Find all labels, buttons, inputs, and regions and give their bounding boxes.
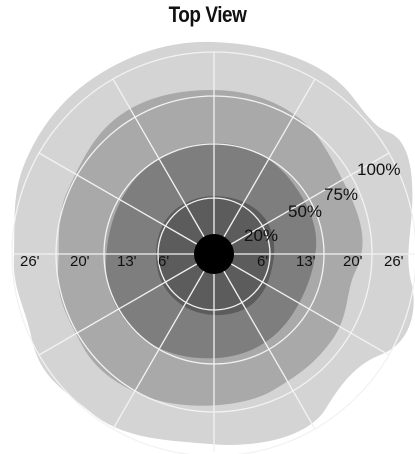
spoke-330: [213, 253, 390, 356]
distance-label-right-26: 26': [384, 253, 404, 270]
spoke-210: [38, 253, 215, 356]
spoke-150: [38, 152, 215, 255]
coverage-label-50: 50%: [288, 202, 322, 221]
spoke-300: [213, 253, 316, 430]
grid-spokes: [12, 52, 415, 452]
spoke-60: [213, 78, 316, 255]
coverage-label-100: 100%: [357, 160, 400, 179]
distance-label-right-20: 20': [343, 253, 363, 270]
diagram-title: Top View: [168, 2, 247, 27]
coverage-label-75: 75%: [324, 185, 358, 204]
distance-label-left-13: 13': [117, 253, 137, 270]
coverage-label-20: 20%: [244, 226, 278, 245]
distance-label-left-26: 26': [20, 253, 40, 270]
distance-label-right-6: 6': [257, 253, 268, 270]
distance-label-left-20: 20': [70, 253, 90, 270]
spoke-240: [112, 253, 215, 430]
spoke-30: [213, 152, 390, 255]
fixture-center: [194, 234, 234, 274]
spoke-120: [112, 78, 215, 255]
distance-label-right-13: 13': [296, 253, 316, 270]
distance-label-left-6: 6': [158, 253, 169, 270]
